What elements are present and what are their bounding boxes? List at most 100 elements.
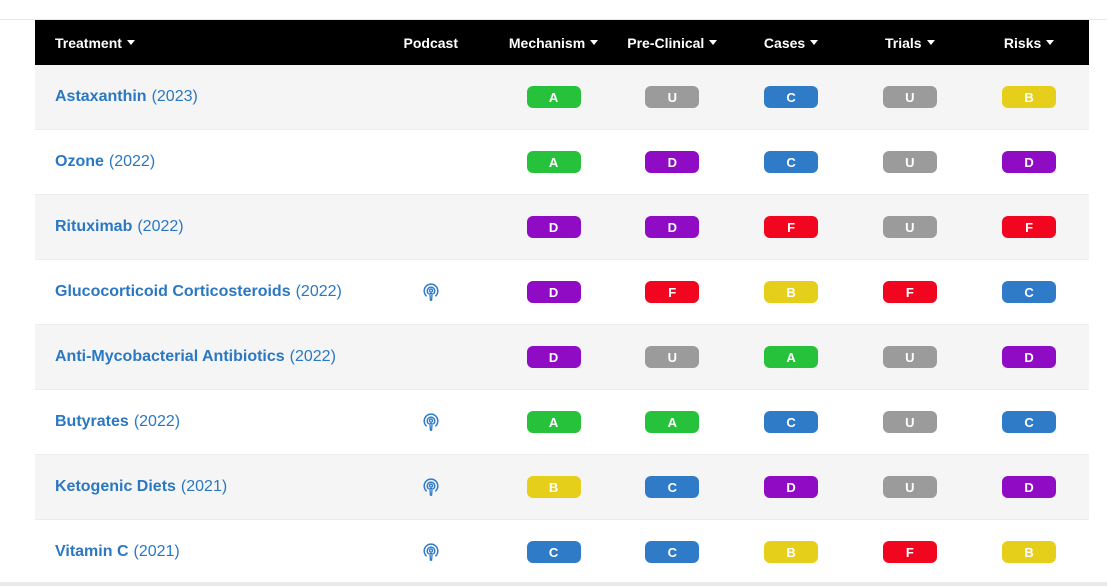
podcast-icon[interactable] <box>422 542 440 562</box>
preclinical-grade-badge[interactable]: F <box>645 281 700 303</box>
preclinical-cell: A <box>613 390 732 454</box>
table-row: Ketogenic Diets (2021) B C D U D <box>35 455 1089 520</box>
sort-caret-icon <box>126 40 135 45</box>
treatment-year: (2022) <box>289 348 336 365</box>
trials-grade-badge[interactable]: F <box>882 541 937 563</box>
cases-cell: C <box>732 390 851 454</box>
preclinical-cell: U <box>613 65 732 129</box>
treatment-cell: Anti-Mycobacterial Antibiotics (2022) <box>35 325 367 389</box>
risks-grade-badge[interactable]: B <box>1002 86 1057 108</box>
preclinical-cell: D <box>613 195 732 259</box>
cases-grade-badge[interactable]: C <box>764 86 819 108</box>
cases-grade-badge[interactable]: D <box>764 476 819 498</box>
preclinical-cell: C <box>613 455 732 519</box>
mechanism-grade-badge[interactable]: A <box>526 86 581 108</box>
table-row: Butyrates (2022) A A C U C <box>35 390 1089 455</box>
mechanism-grade-badge[interactable]: A <box>526 151 581 173</box>
treatment-cell: Rituximab (2022) <box>35 195 367 259</box>
top-divider <box>0 19 1107 20</box>
mechanism-cell: D <box>494 260 613 324</box>
sort-caret-icon <box>709 40 718 45</box>
risks-cell: D <box>969 455 1089 519</box>
podcast-cell <box>367 195 494 259</box>
treatment-year: (2022) <box>133 413 181 430</box>
preclinical-grade-badge[interactable]: U <box>645 86 700 108</box>
header-preclinical[interactable]: Pre-Clinical <box>613 35 732 51</box>
table-row: Anti-Mycobacterial Antibiotics (2022) D U A U… <box>35 325 1089 390</box>
mechanism-grade-badge[interactable]: D <box>526 346 581 368</box>
mechanism-cell: A <box>494 130 613 194</box>
cases-grade-badge[interactable]: A <box>764 346 819 368</box>
trials-cell: F <box>850 260 969 324</box>
header-treatment[interactable]: Treatment <box>35 35 367 51</box>
treatment-cell: Astaxanthin (2023) <box>35 65 367 129</box>
treatment-link[interactable]: Anti-Mycobacterial Antibiotics <box>55 348 285 365</box>
risks-cell: B <box>969 520 1089 584</box>
cases-cell: B <box>732 260 851 324</box>
risks-grade-badge[interactable]: D <box>1002 151 1057 173</box>
table-row: Glucocorticoid Corticosteroids (2022) D F B F… <box>35 260 1089 325</box>
treatment-link[interactable]: Ozone <box>55 153 104 170</box>
mechanism-grade-badge[interactable]: B <box>526 476 581 498</box>
risks-grade-badge[interactable]: C <box>1002 411 1057 433</box>
podcast-icon[interactable] <box>422 477 440 497</box>
treatment-link[interactable]: Ketogenic Diets <box>55 478 176 495</box>
cases-grade-badge[interactable]: C <box>764 151 819 173</box>
treatment-link[interactable]: Glucocorticoid Corticosteroids <box>55 283 291 300</box>
trials-grade-badge[interactable]: U <box>882 476 937 498</box>
mechanism-cell: D <box>494 325 613 389</box>
table-row: Ozone (2022) A D C U D <box>35 130 1089 195</box>
mechanism-cell: A <box>494 65 613 129</box>
trials-cell: U <box>850 325 969 389</box>
mechanism-grade-badge[interactable]: C <box>526 541 581 563</box>
table-row: Rituximab (2022) D D F U F <box>35 195 1089 260</box>
preclinical-grade-badge[interactable]: C <box>645 476 700 498</box>
risks-grade-badge[interactable]: B <box>1002 541 1057 563</box>
treatment-cell: Butyrates (2022) <box>35 390 367 454</box>
cases-grade-badge[interactable]: C <box>764 411 819 433</box>
risks-grade-badge[interactable]: C <box>1002 281 1057 303</box>
risks-cell: C <box>969 390 1089 454</box>
trials-grade-badge[interactable]: U <box>882 216 937 238</box>
mechanism-grade-badge[interactable]: D <box>526 216 581 238</box>
trials-grade-badge[interactable]: F <box>882 281 937 303</box>
trials-grade-badge[interactable]: U <box>882 346 937 368</box>
risks-grade-badge[interactable]: F <box>1002 216 1057 238</box>
preclinical-grade-badge[interactable]: U <box>645 346 700 368</box>
header-podcast-label: Podcast <box>403 34 458 51</box>
preclinical-grade-badge[interactable]: A <box>645 411 700 433</box>
mechanism-cell: B <box>494 455 613 519</box>
risks-grade-badge[interactable]: D <box>1002 476 1057 498</box>
treatment-link[interactable]: Butyrates <box>55 413 129 430</box>
mechanism-grade-badge[interactable]: A <box>526 411 581 433</box>
preclinical-grade-badge[interactable]: D <box>645 216 700 238</box>
treatment-link[interactable]: Rituximab <box>55 218 133 235</box>
preclinical-grade-badge[interactable]: C <box>645 541 700 563</box>
treatment-year: (2022) <box>137 218 184 235</box>
header-risks[interactable]: Risks <box>969 35 1089 51</box>
treatment-link[interactable]: Astaxanthin <box>55 88 147 105</box>
treatment-link[interactable]: Vitamin C <box>55 543 129 560</box>
podcast-icon[interactable] <box>422 412 440 432</box>
header-mechanism[interactable]: Mechanism <box>494 35 613 51</box>
table-body: Astaxanthin (2023) A U C U B Ozone (2022) A D C U D Ri… <box>35 65 1089 585</box>
podcast-icon[interactable] <box>422 282 440 302</box>
preclinical-cell: F <box>613 260 732 324</box>
risks-grade-badge[interactable]: D <box>1002 346 1057 368</box>
header-preclinical-label: Pre-Clinical <box>627 34 705 51</box>
cases-grade-badge[interactable]: F <box>764 216 819 238</box>
trials-grade-badge[interactable]: U <box>882 411 937 433</box>
mechanism-grade-badge[interactable]: D <box>526 281 581 303</box>
table-header: Treatment Podcast Mechanism Pre-Clinical… <box>35 20 1089 65</box>
trials-grade-badge[interactable]: U <box>882 86 937 108</box>
cases-grade-badge[interactable]: B <box>764 281 819 303</box>
header-cases[interactable]: Cases <box>732 35 851 51</box>
cases-grade-badge[interactable]: B <box>764 541 819 563</box>
preclinical-grade-badge[interactable]: D <box>645 151 700 173</box>
trials-cell: U <box>850 65 969 129</box>
trials-grade-badge[interactable]: U <box>882 151 937 173</box>
header-trials[interactable]: Trials <box>850 35 969 51</box>
sort-caret-icon <box>1046 40 1055 45</box>
treatment-cell: Ketogenic Diets (2021) <box>35 455 367 519</box>
podcast-cell <box>367 455 494 519</box>
